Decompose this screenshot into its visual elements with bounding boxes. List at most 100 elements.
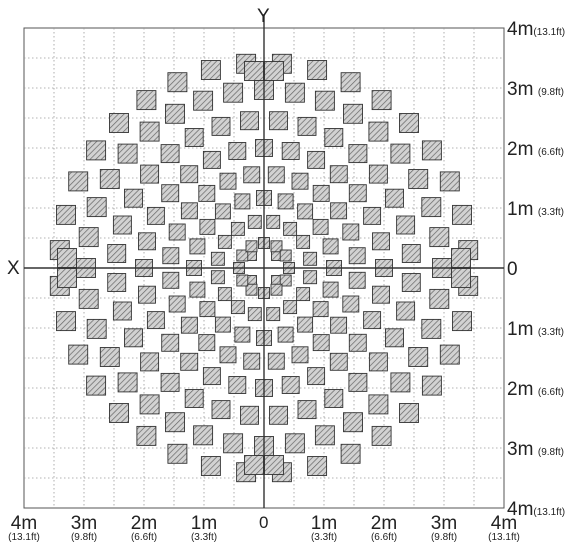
detection-cell [56,204,76,225]
detection-cell [390,372,411,393]
detection-cell [140,164,160,184]
bottom-label-4m-right: 4m (13.1ft) [488,513,520,543]
detection-cell [198,184,216,202]
detection-cell [284,433,305,454]
detection-cell [211,116,231,136]
detection-cell [421,197,442,218]
detection-cell [78,288,99,309]
detection-cell [340,443,361,464]
detection-cell [312,218,329,235]
detection-cell [452,204,472,225]
detection-cell [138,285,156,304]
detection-cell [138,232,156,251]
detection-cell [243,166,261,184]
detection-cell [363,206,382,225]
detection-cell [211,400,231,420]
detection-cell [266,307,281,322]
detection-cell [199,218,216,235]
detection-cell [139,121,160,142]
bottom-label-3m-right: 3m (9.8ft) [430,513,458,543]
detection-cell [281,142,300,160]
detection-cell [200,456,221,476]
detection-cell [322,238,339,255]
detection-cell [136,425,157,446]
detection-cell [162,247,180,265]
detection-cell [271,275,281,285]
bottom-label-3m-left: 3m (9.8ft) [70,513,98,543]
detection-cell [165,103,185,124]
detection-cell [312,334,330,352]
detection-cell [330,202,348,220]
bottom-label-1m-left: 1m (3.3ft) [190,513,218,543]
detection-cell [198,334,216,352]
detection-cell [408,347,429,367]
detection-cell [219,172,237,190]
detection-cell [343,103,363,124]
detection-cell [271,251,281,261]
detection-cell [451,248,471,268]
detection-cell [165,412,185,433]
detection-cell [439,171,460,192]
detection-cell [124,328,143,348]
detection-cell [234,193,251,210]
detection-cell [348,372,368,392]
detection-cell [247,251,257,261]
detection-cell [324,389,344,408]
detection-cell [297,116,317,136]
detection-cell [214,316,231,333]
detection-cell [168,223,186,241]
detection-cell [270,283,283,296]
detection-cell [230,300,245,315]
detection-cell [68,171,89,192]
right-label-2m-top: 2m (6.6ft) [507,139,564,160]
detection-cell [99,347,120,367]
detection-cell [399,403,419,423]
bottom-label-2m-left: 2m (6.6ft) [130,513,158,543]
detection-cell [180,316,198,334]
detection-cell [228,142,247,160]
detection-cell [296,287,311,302]
center-axes [24,14,504,508]
detection-cell [322,281,339,298]
detection-cell [291,172,309,190]
detection-cell [297,203,314,220]
detection-cell [180,352,199,371]
detection-cell [267,166,285,184]
detection-cell [189,238,206,255]
detection-cell [140,352,160,372]
detection-cell [307,150,326,169]
detection-cell [452,311,472,332]
detection-cell [180,202,198,220]
detection-cell [99,169,120,189]
detection-cell [429,227,450,248]
detection-cell [117,143,138,164]
y-axis-label: Y [257,6,270,27]
detection-cell [396,215,416,235]
detection-cell [160,144,180,164]
detection-cell [421,375,442,396]
detection-cell [343,412,363,433]
detection-cell [124,188,143,208]
detection-zone-cells [49,53,479,483]
detection-cell [223,82,244,103]
detection-cell [245,240,258,253]
detection-cell [401,244,421,263]
detection-cell [223,433,244,454]
detection-cell [245,283,258,296]
detection-cell [307,367,326,386]
detection-cell [109,403,129,423]
detection-cell [167,443,188,464]
detection-cell [283,300,298,315]
detection-cell [342,223,360,241]
origin-label: 0 [259,513,269,532]
detection-cell [161,333,180,352]
detection-cell [408,169,429,189]
detection-cell [314,90,335,111]
detection-cell [264,455,284,475]
detection-cell [277,193,294,210]
detection-cell [244,61,264,81]
detection-cell [348,144,368,164]
detection-cell [68,344,89,365]
detection-cell [314,425,335,446]
detection-cell [217,287,232,302]
